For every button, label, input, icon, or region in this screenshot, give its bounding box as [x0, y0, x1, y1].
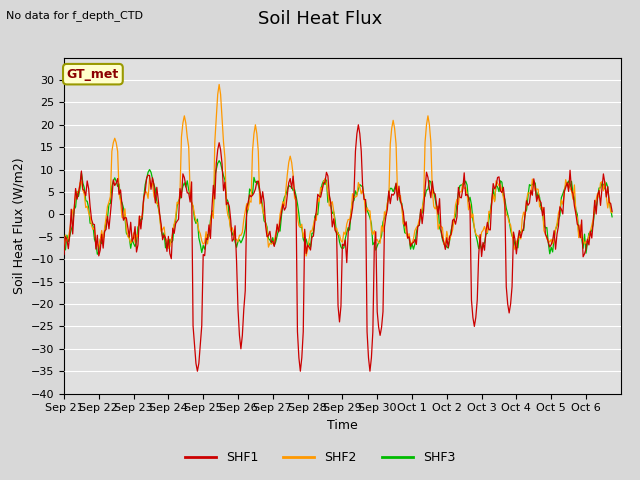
Text: GT_met: GT_met: [67, 68, 119, 81]
Legend: SHF1, SHF2, SHF3: SHF1, SHF2, SHF3: [180, 446, 460, 469]
Y-axis label: Soil Heat Flux (W/m2): Soil Heat Flux (W/m2): [12, 157, 25, 294]
X-axis label: Time: Time: [327, 419, 358, 432]
Text: Soil Heat Flux: Soil Heat Flux: [258, 10, 382, 28]
Text: No data for f_depth_CTD: No data for f_depth_CTD: [6, 10, 143, 21]
